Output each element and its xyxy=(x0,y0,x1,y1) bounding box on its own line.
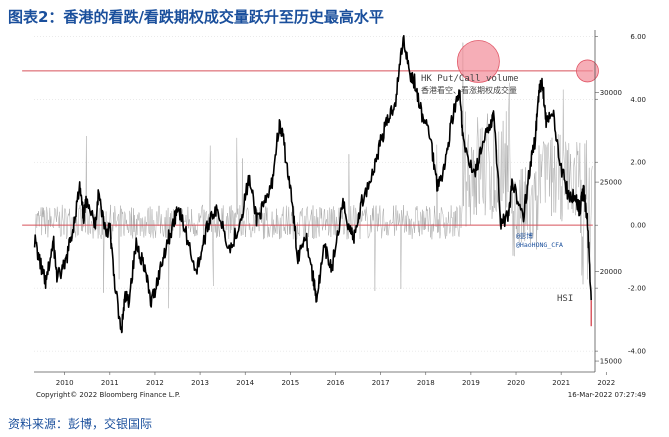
x-tick-label: 2013 xyxy=(191,379,209,387)
x-tick-label: 2015 xyxy=(281,379,299,387)
right-tick-label: 0.00 xyxy=(630,222,646,230)
putcall-line xyxy=(34,42,593,309)
legend-title: HK Put/Call volume xyxy=(421,74,519,84)
x-tick-label: 2011 xyxy=(101,379,119,387)
x-tick-label: 2019 xyxy=(462,379,480,387)
x-tick-label: 2014 xyxy=(236,379,254,387)
copyright-text: Copyright© 2022 Bloomberg Finance L.P. xyxy=(36,391,180,399)
x-tick-label: 2018 xyxy=(417,379,435,387)
highlight-circle xyxy=(457,40,500,83)
hsi-line xyxy=(33,35,592,334)
source-note: 资料来源：彭博，交银国际 xyxy=(8,417,153,431)
left-tick-label: 20000 xyxy=(600,268,622,276)
x-tick-label: 2021 xyxy=(552,379,570,387)
right-tick-label: -2.00 xyxy=(628,285,646,293)
x-axis: 2010 2011 2012 2013 2014 2015 2016 2017 2018 2019… xyxy=(56,372,615,387)
putcall-series xyxy=(34,42,593,309)
left-axis: 30000 25000 20000 15000 xyxy=(595,89,622,366)
x-tick-label: 2020 xyxy=(507,379,525,387)
page-title: 图表2：香港的看跌/看跌期权成交量跃升至历史最高水平 xyxy=(8,8,384,26)
legend-subtitle: 香港看空、看涨期权成交量 xyxy=(421,85,517,95)
x-tick-label: 2017 xyxy=(372,379,390,387)
highlight-circle xyxy=(576,59,599,83)
x-tick-label: 2010 xyxy=(56,379,74,387)
hsi-series xyxy=(33,35,592,334)
timestamp-text: 16-Mar-2022 07:27:49 xyxy=(568,391,646,399)
left-tick-label: 25000 xyxy=(600,179,622,187)
reference-lines xyxy=(22,70,593,226)
watermark-line1: @彭博 xyxy=(516,231,533,240)
x-tick-label: 2022 xyxy=(597,379,615,387)
right-axis: 6.00 4.00 2.00 0.00 -2.00 -4.00 xyxy=(595,33,646,356)
x-tick-label: 2012 xyxy=(146,379,164,387)
left-tick-label: 15000 xyxy=(600,358,622,366)
hsi-label: HSI xyxy=(557,294,573,304)
left-tick-label: 30000 xyxy=(600,89,622,97)
right-tick-label: 2.00 xyxy=(630,159,646,167)
highlight-circles xyxy=(457,40,599,83)
right-tick-label: -4.00 xyxy=(628,348,646,356)
watermark-line2: @HaoHONG_CFA xyxy=(516,241,563,249)
x-tick-label: 2016 xyxy=(327,379,345,387)
right-tick-label: 6.00 xyxy=(630,33,646,41)
right-tick-label: 4.00 xyxy=(630,96,646,104)
